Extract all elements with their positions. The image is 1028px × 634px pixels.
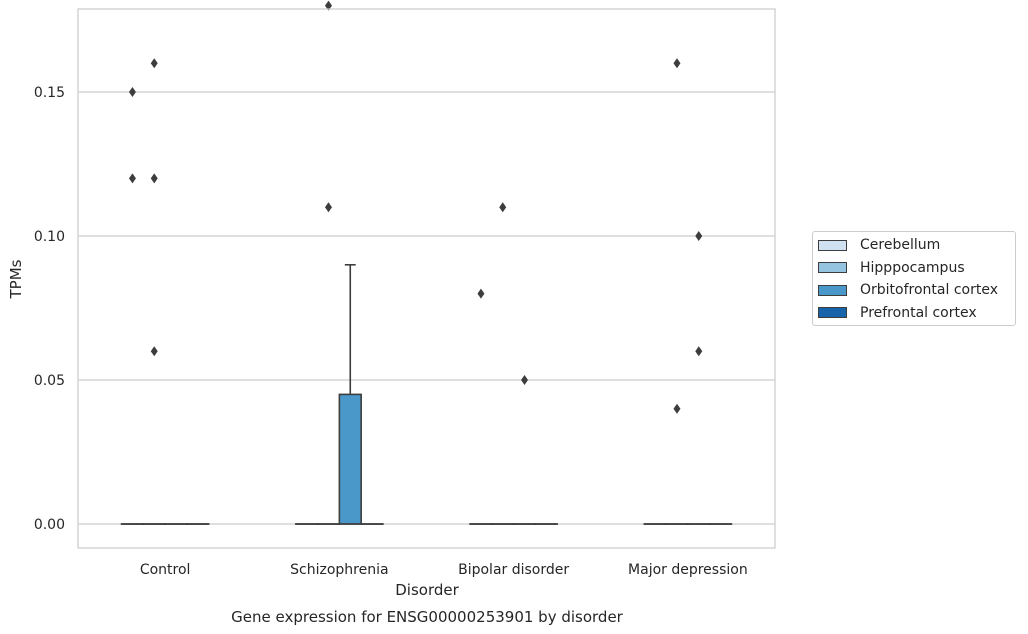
outlier-point	[499, 202, 507, 213]
x-axis-label: Disorder	[395, 581, 459, 599]
legend-swatch	[818, 284, 847, 296]
plot-frame	[77, 8, 776, 549]
x-tick-label: Major depression	[628, 562, 748, 578]
outlier-point	[695, 231, 703, 241]
box	[338, 393, 362, 525]
x-tick-label: Control	[140, 562, 191, 578]
outlier-point	[150, 173, 158, 184]
legend-label: Prefrontal cortex	[860, 304, 977, 321]
y-tick-label: 0.00	[34, 517, 65, 533]
outlier-point	[150, 58, 158, 69]
legend: Cerebellum Hipppocampus Orbitofrontal cort…	[812, 231, 1016, 326]
outlier-point	[324, 202, 332, 213]
legend-swatch	[818, 239, 847, 251]
legend-label: Cerebellum	[860, 237, 941, 253]
outlier-point	[324, 0, 332, 11]
outlier-point	[150, 346, 158, 357]
outlier-point	[673, 58, 681, 69]
x-tick-label: Schizophrenia	[290, 562, 388, 578]
legend-label: Orbitofrontal cortex	[860, 282, 998, 298]
legend-swatch	[818, 307, 847, 318]
legend-label: Hipppocampus	[860, 259, 965, 276]
outlier-point	[673, 403, 681, 414]
plot-marks	[120, 0, 733, 525]
outlier-point	[477, 288, 485, 299]
legend-item: Hipppocampus	[818, 258, 965, 278]
outlier-point	[521, 375, 529, 385]
legend-item: Cerebellum	[818, 235, 940, 255]
chart-title: Gene expression for ENSG00000253901 by d…	[231, 608, 624, 626]
y-axis-label: TPMs	[7, 259, 25, 299]
outlier-point	[128, 87, 136, 97]
legend-item: Prefrontal cortex	[818, 303, 977, 323]
x-tick-label: Bipolar disorder	[458, 562, 569, 578]
y-tick-label: 0.15	[34, 85, 65, 101]
y-tick-labels: 0.000.050.100.150.200.250.300.35	[34, 85, 65, 533]
legend-item: Orbitofrontal cortex	[818, 280, 998, 300]
y-tick-label: 0.10	[34, 229, 65, 245]
grid-lines	[78, 91, 775, 525]
outlier-point	[128, 173, 136, 184]
legend-swatch	[818, 262, 847, 273]
x-tick-labels: Control Schizophrenia Bipolar disorder Majo…	[140, 562, 748, 578]
y-tick-label: 0.05	[34, 373, 65, 389]
outlier-point	[695, 346, 703, 357]
